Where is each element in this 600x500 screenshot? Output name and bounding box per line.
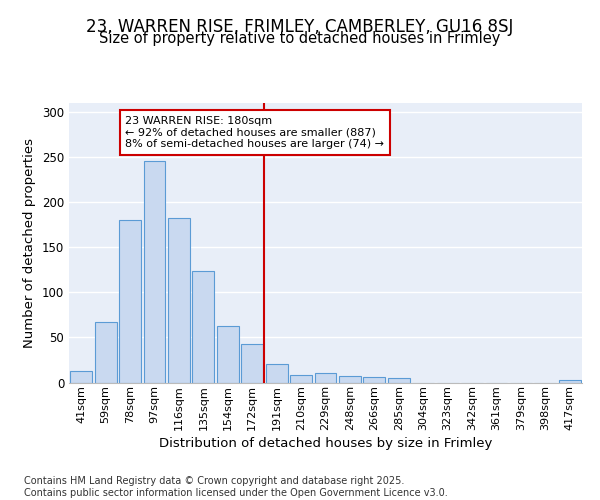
Bar [364, 377, 385, 382]
Bar [217, 326, 239, 382]
Bar [559, 380, 581, 382]
Bar [143, 161, 166, 382]
Bar [70, 371, 92, 382]
Text: Contains HM Land Registry data © Crown copyright and database right 2025.
Contai: Contains HM Land Registry data © Crown c… [24, 476, 448, 498]
Y-axis label: Number of detached properties: Number of detached properties [23, 138, 37, 348]
Text: 23, WARREN RISE, FRIMLEY, CAMBERLEY, GU16 8SJ: 23, WARREN RISE, FRIMLEY, CAMBERLEY, GU1… [86, 18, 514, 36]
Bar [290, 376, 312, 382]
X-axis label: Distribution of detached houses by size in Frimley: Distribution of detached houses by size … [159, 438, 492, 450]
Bar [119, 220, 141, 382]
Bar [95, 322, 116, 382]
Bar [168, 218, 190, 382]
Bar [266, 364, 287, 382]
Bar [193, 270, 214, 382]
Text: Size of property relative to detached houses in Frimley: Size of property relative to detached ho… [100, 31, 500, 46]
Bar [339, 376, 361, 382]
Bar [241, 344, 263, 382]
Bar [388, 378, 410, 382]
Bar [314, 374, 337, 382]
Text: 23 WARREN RISE: 180sqm
← 92% of detached houses are smaller (887)
8% of semi-det: 23 WARREN RISE: 180sqm ← 92% of detached… [125, 116, 384, 149]
